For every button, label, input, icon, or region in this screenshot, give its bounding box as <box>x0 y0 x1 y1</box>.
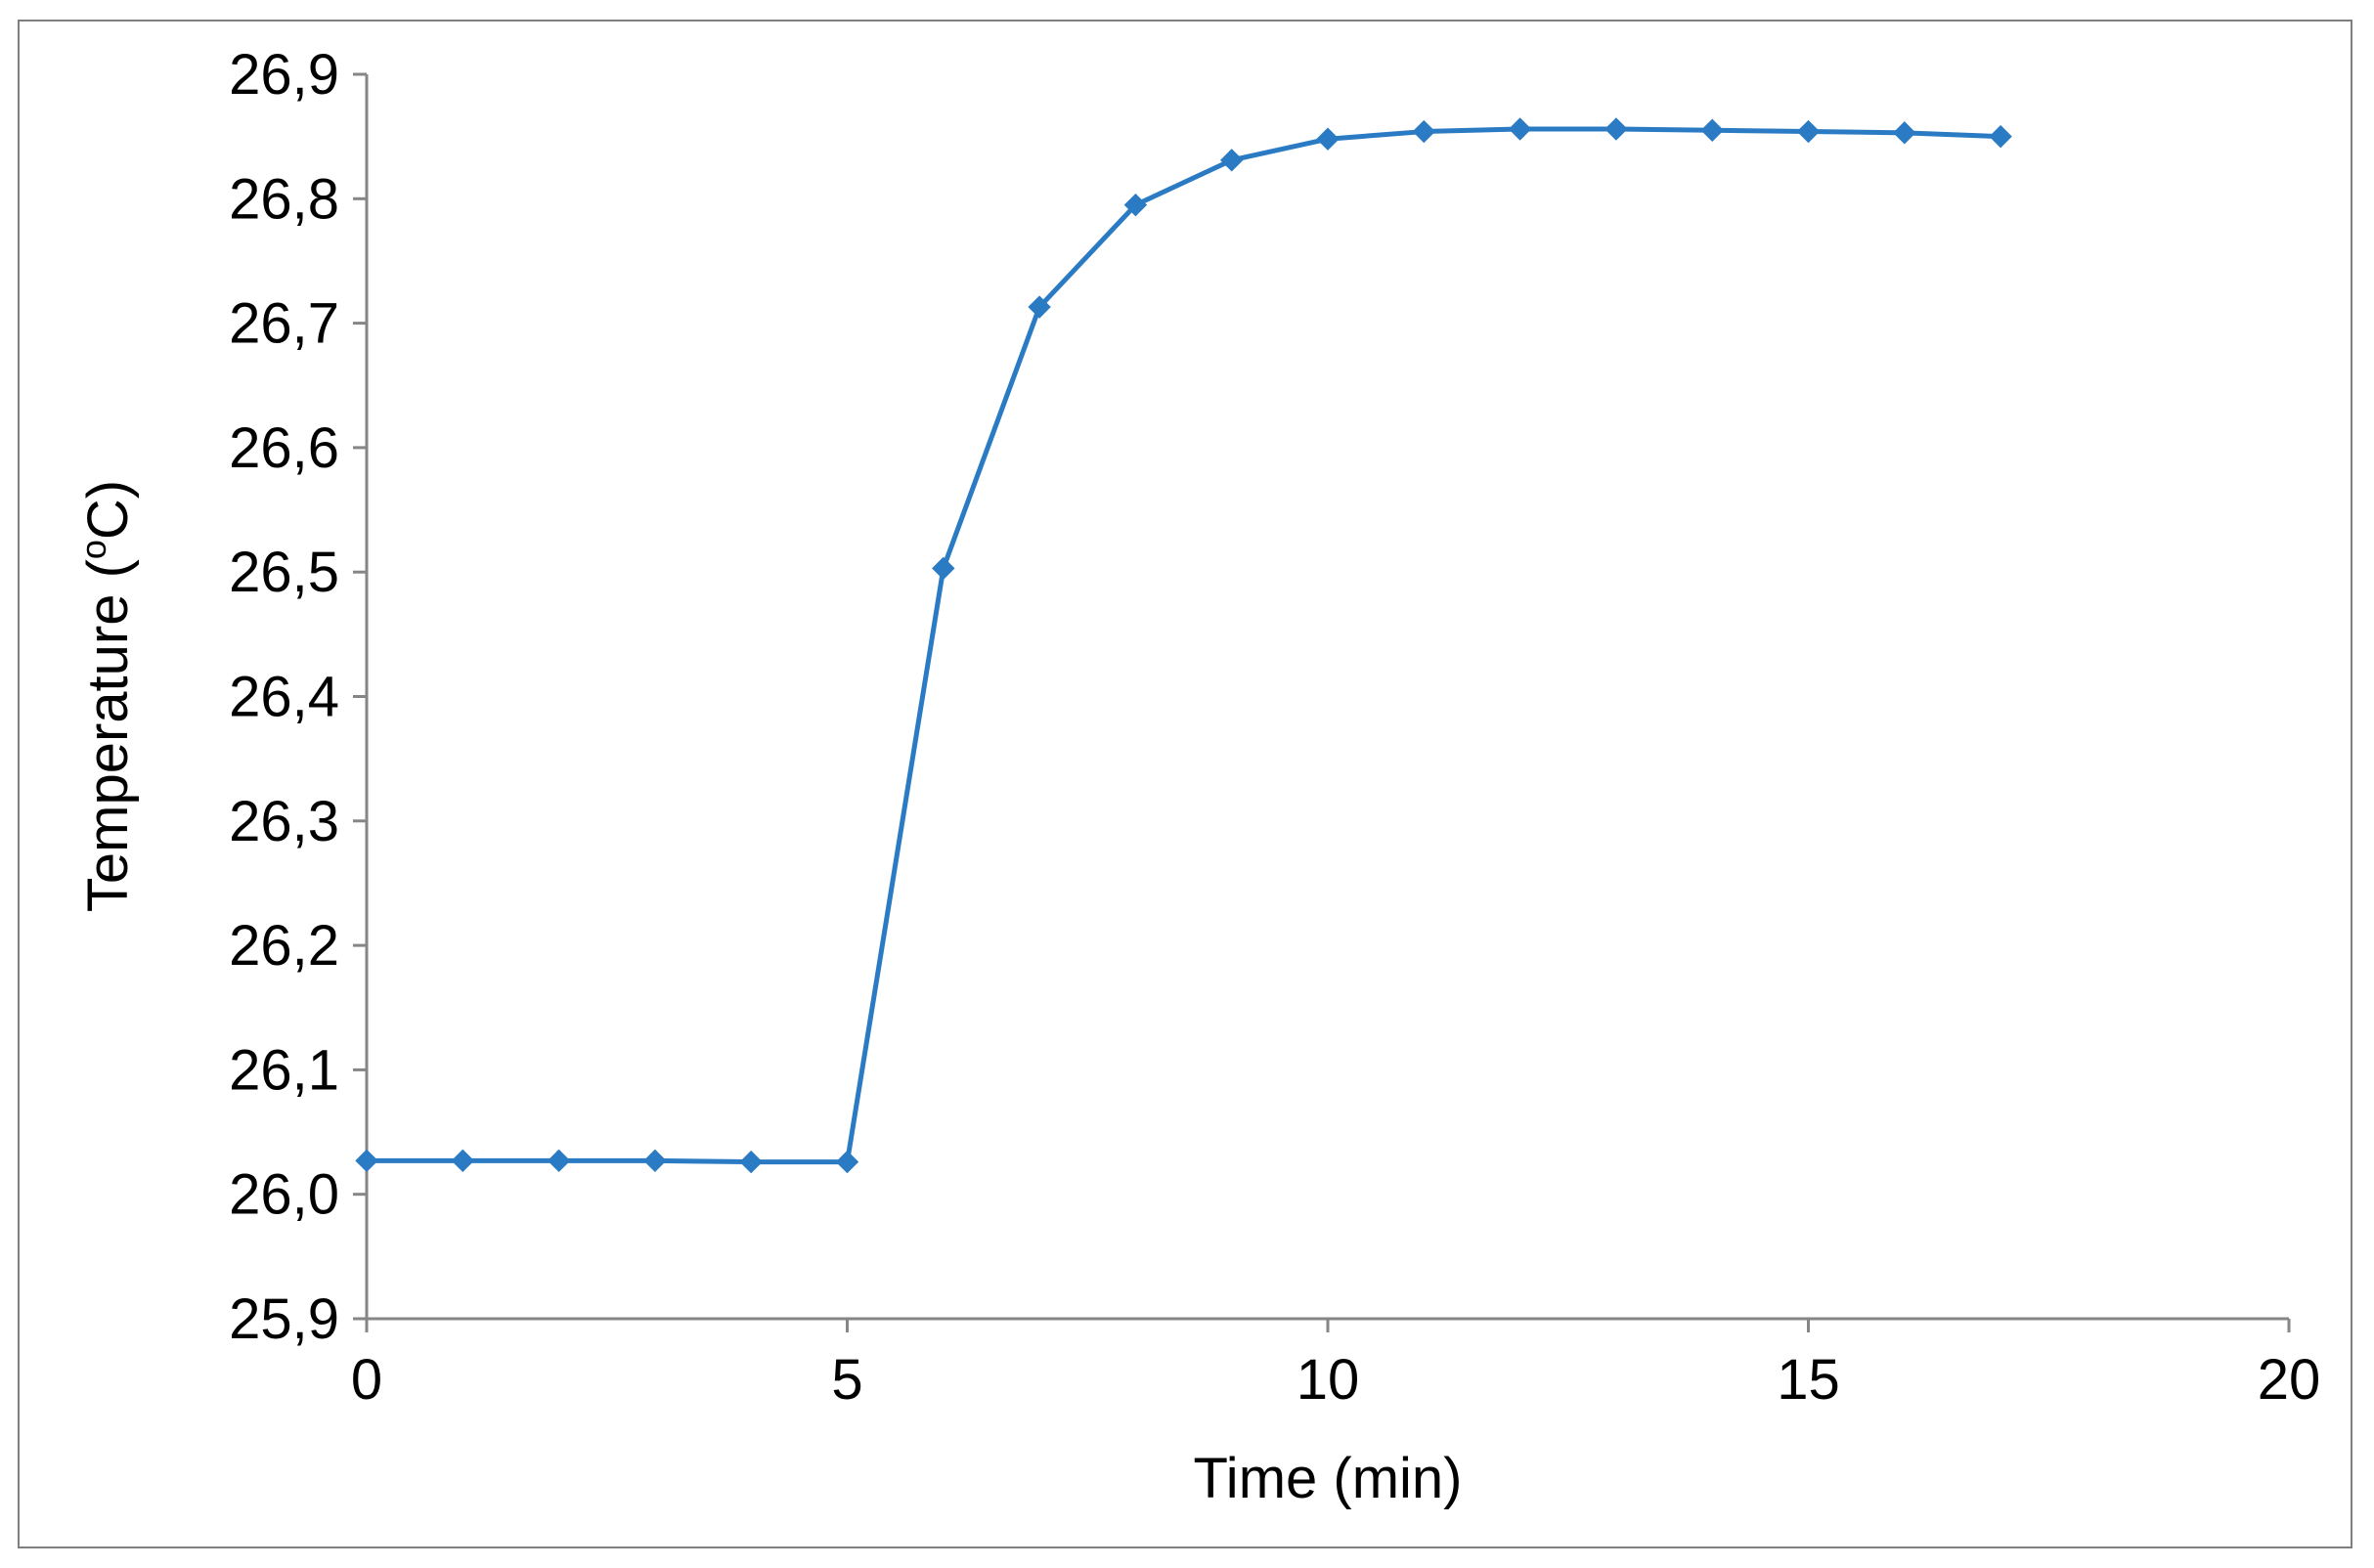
y-tick-label: 26,9 <box>229 43 339 107</box>
data-point <box>932 556 955 581</box>
data-point <box>739 1150 763 1174</box>
data-point <box>1700 118 1724 142</box>
x-ticks: 0 5 10 15 20 <box>351 1319 2320 1412</box>
x-tick-label: 20 <box>2258 1348 2321 1412</box>
data-point <box>1893 121 1916 145</box>
y-tick-label: 26,8 <box>229 167 339 231</box>
y-axis-label: Temperature (oC) <box>73 480 140 912</box>
x-tick-label: 10 <box>1297 1348 1360 1412</box>
y-tick-label: 26,5 <box>229 541 339 604</box>
y-axis-label-sup: o <box>73 540 113 559</box>
chart-frame <box>18 20 2352 1548</box>
data-point <box>547 1149 571 1173</box>
axes <box>365 74 2289 1321</box>
y-tick-label: 26,3 <box>229 790 339 853</box>
y-tick-label: 26,7 <box>229 292 339 356</box>
data-point <box>1989 124 2012 149</box>
y-tick-label: 26,4 <box>229 666 339 729</box>
data-point <box>1508 117 1532 141</box>
y-tick-label: 26,2 <box>229 914 339 978</box>
data-point <box>1028 295 1051 319</box>
data-point <box>643 1149 667 1173</box>
y-axis-label-suffix: C) <box>76 480 140 540</box>
data-point <box>1605 117 1628 141</box>
series-line <box>367 126 2001 1165</box>
data-point <box>1123 193 1148 217</box>
series-layer <box>355 117 2012 1174</box>
x-tick-label: 15 <box>1777 1348 1840 1412</box>
data-point <box>1219 149 1244 172</box>
y-tick-label: 26,0 <box>229 1163 339 1227</box>
x-tick-label: 5 <box>831 1348 862 1412</box>
data-point <box>1316 127 1340 151</box>
data-point <box>1412 119 1436 144</box>
y-tick-label: 25,9 <box>229 1287 339 1351</box>
x-axis-label: Time (min) <box>1194 1447 1463 1510</box>
data-point <box>835 1150 859 1174</box>
y-ticks: 25,9 26,0 26,1 26,2 26,3 26,4 26,5 26,6 26,7 26,8… <box>229 43 367 1351</box>
x-tick-label: 0 <box>351 1348 382 1412</box>
y-tick-label: 26,1 <box>229 1038 339 1102</box>
data-point <box>451 1149 475 1173</box>
data-point <box>1796 119 1821 144</box>
y-tick-label: 26,6 <box>229 416 339 480</box>
data-point <box>355 1149 378 1173</box>
y-axis-label-main: Temperature ( <box>76 559 140 912</box>
